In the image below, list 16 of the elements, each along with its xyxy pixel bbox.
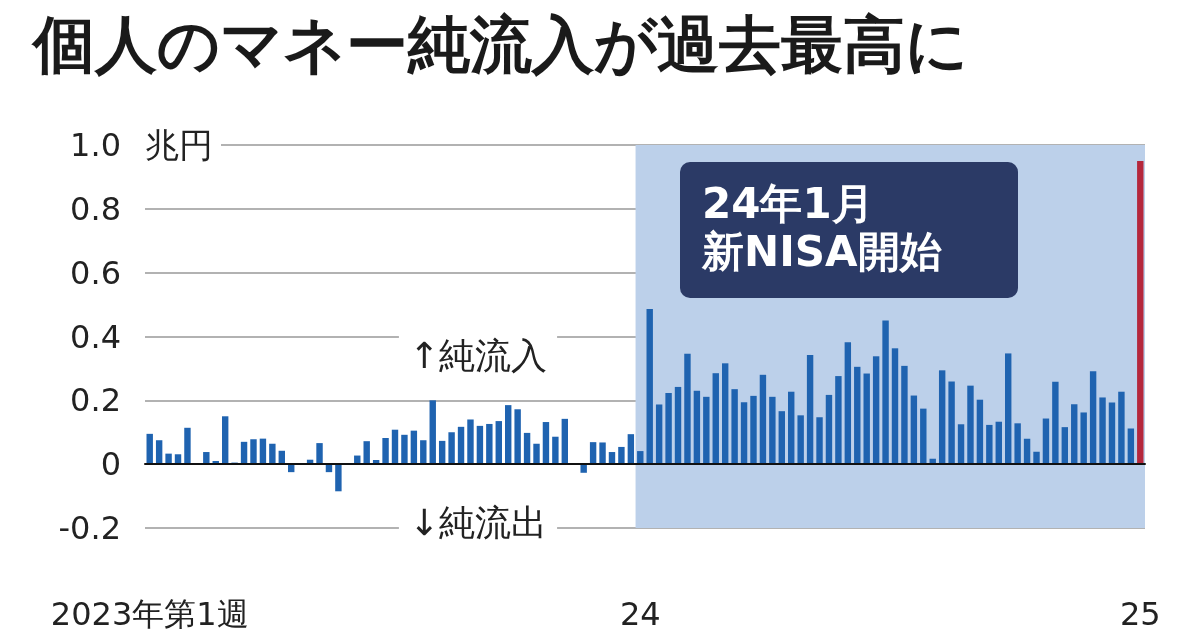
annotation: ↓純流出 xyxy=(408,501,548,543)
y-tick-label: 0.2 xyxy=(70,381,121,420)
y-axis-title: 兆円 xyxy=(145,125,213,165)
x-tick-label: 24 xyxy=(619,595,661,630)
annotation: 新NISA開始 xyxy=(701,226,942,276)
x-tick-label: 2023年第1週 xyxy=(50,595,249,630)
y-tick-label: 0.4 xyxy=(70,317,121,356)
annotation: ↑純流入 xyxy=(408,334,548,376)
x-tick-label: 25 xyxy=(1119,595,1161,630)
y-tick-label: 0.6 xyxy=(70,253,121,292)
y-tick-label: 0.8 xyxy=(70,189,121,228)
y-tick-label: 1.0 xyxy=(70,126,121,164)
annotation: 24年1月 xyxy=(702,178,874,228)
chart-title: 個人のマネー純流入が過去最高に xyxy=(31,7,968,81)
y-tick-label: 0 xyxy=(100,445,121,484)
y-tick-label: -0.2 xyxy=(58,509,121,547)
